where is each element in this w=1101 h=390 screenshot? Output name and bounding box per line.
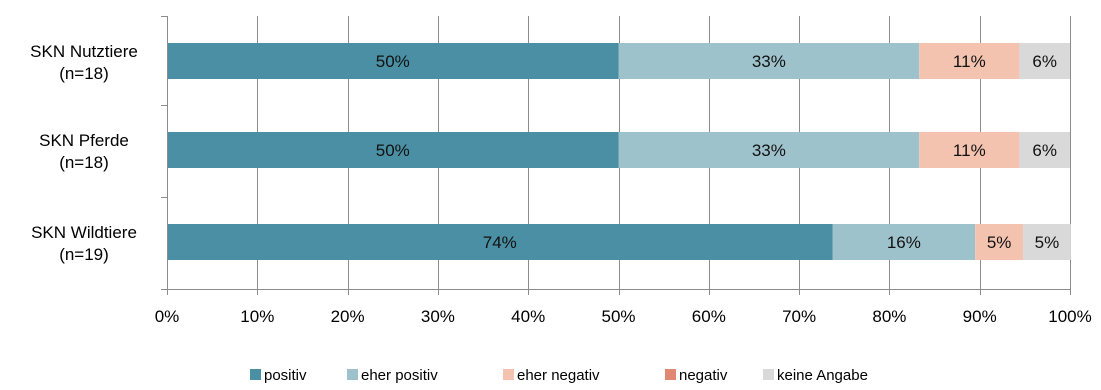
- x-tick-label: 40%: [511, 307, 545, 326]
- data-label: 16%: [887, 233, 921, 252]
- data-label: 74%: [483, 233, 517, 252]
- data-label: 6%: [1032, 52, 1057, 71]
- legend-label: keine Angabe: [777, 367, 868, 384]
- data-label: 5%: [987, 233, 1012, 252]
- legend-label: negativ: [679, 367, 728, 384]
- data-label: 33%: [752, 52, 786, 71]
- x-tick-label: 100%: [1048, 307, 1091, 326]
- x-tick-label: 0%: [155, 307, 180, 326]
- x-tick-label: 20%: [331, 307, 365, 326]
- data-label: 50%: [376, 52, 410, 71]
- category-label: SKN Wildtiere (n=19): [31, 223, 137, 264]
- labels: 0% 10% 20% 30% 40% 50% 60% 70% 80% 90% 100% SKN Nut…: [30, 42, 1092, 326]
- data-label: 5%: [1035, 233, 1060, 252]
- x-tick-label: 90%: [963, 307, 997, 326]
- data-label: 11%: [953, 52, 986, 71]
- x-tick-label: 10%: [240, 307, 274, 326]
- legend-swatch: [763, 369, 774, 380]
- data-label: 50%: [376, 141, 410, 160]
- category-label: SKN Pferde (n=18): [39, 131, 129, 172]
- data-label: 33%: [752, 141, 786, 160]
- category-label: SKN Nutztiere (n=18): [30, 42, 138, 83]
- x-tick-label: 60%: [692, 307, 726, 326]
- legend: positiv eher positiv eher negativ negativ ke…: [250, 367, 868, 384]
- legend-label: eher negativ: [517, 367, 600, 384]
- legend-swatch: [250, 369, 261, 380]
- x-tick-label: 30%: [421, 307, 455, 326]
- legend-label: positiv: [264, 367, 307, 384]
- data-label: 11%: [953, 141, 986, 160]
- legend-swatch: [503, 369, 514, 380]
- bars: [167, 43, 1071, 260]
- x-tick-label: 70%: [782, 307, 816, 326]
- legend-swatch: [665, 369, 676, 380]
- data-label: 6%: [1032, 141, 1057, 160]
- legend-swatch: [347, 369, 358, 380]
- x-tick-label: 80%: [872, 307, 906, 326]
- x-tick-label: 50%: [601, 307, 635, 326]
- legend-label: eher positiv: [361, 367, 438, 384]
